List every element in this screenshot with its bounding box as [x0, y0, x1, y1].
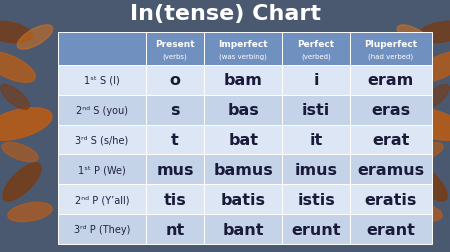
- Text: eras: eras: [371, 103, 410, 118]
- Text: istis: istis: [297, 192, 335, 207]
- Text: eram: eram: [368, 73, 414, 88]
- Polygon shape: [397, 26, 433, 50]
- Bar: [204, 184, 283, 214]
- Text: bant: bant: [222, 222, 264, 237]
- Bar: [146, 95, 204, 125]
- Bar: [350, 214, 432, 244]
- Text: 2ⁿᵈ P (Y’all): 2ⁿᵈ P (Y’all): [75, 195, 129, 204]
- Bar: [58, 95, 146, 125]
- Bar: [58, 155, 146, 184]
- Text: (verbs): (verbs): [162, 53, 187, 60]
- Text: bat: bat: [228, 133, 258, 147]
- Text: (was verbing): (was verbing): [219, 53, 267, 60]
- Text: bamus: bamus: [213, 162, 273, 177]
- Bar: [58, 184, 146, 214]
- Bar: [350, 184, 432, 214]
- Polygon shape: [398, 203, 442, 222]
- Text: 1ˢᵗ P (We): 1ˢᵗ P (We): [78, 165, 126, 175]
- Text: 3ʳᵈ S (s/he): 3ʳᵈ S (s/he): [75, 135, 129, 145]
- Bar: [283, 33, 350, 66]
- Text: tis: tis: [163, 192, 186, 207]
- Bar: [146, 214, 204, 244]
- Bar: [283, 66, 350, 95]
- Bar: [283, 155, 350, 184]
- Bar: [204, 95, 283, 125]
- Polygon shape: [398, 108, 450, 141]
- Text: erunt: erunt: [291, 222, 341, 237]
- Text: bam: bam: [224, 73, 262, 88]
- Bar: [204, 214, 283, 244]
- Text: imus: imus: [295, 162, 338, 177]
- Bar: [204, 33, 283, 66]
- Text: 2ⁿᵈ S (you): 2ⁿᵈ S (you): [76, 105, 128, 115]
- Text: 3ʳᵈ P (They): 3ʳᵈ P (They): [74, 224, 130, 234]
- Bar: [350, 95, 432, 125]
- Text: (verbed): (verbed): [301, 53, 331, 60]
- Polygon shape: [421, 85, 449, 110]
- Bar: [58, 66, 146, 95]
- Polygon shape: [407, 143, 443, 162]
- Polygon shape: [414, 52, 450, 83]
- Bar: [283, 125, 350, 155]
- Text: isti: isti: [302, 103, 330, 118]
- Text: Pluperfect: Pluperfect: [364, 40, 418, 49]
- Text: Imperfect: Imperfect: [218, 40, 268, 49]
- Bar: [204, 155, 283, 184]
- Text: Present: Present: [155, 40, 195, 49]
- Text: eramus: eramus: [357, 162, 424, 177]
- Text: t: t: [171, 133, 179, 147]
- Text: (had verbed): (had verbed): [368, 53, 414, 60]
- Text: s: s: [170, 103, 180, 118]
- Polygon shape: [409, 163, 447, 201]
- Bar: [350, 155, 432, 184]
- Text: Perfect: Perfect: [297, 40, 335, 49]
- Polygon shape: [17, 26, 53, 50]
- Polygon shape: [417, 22, 450, 44]
- Bar: [146, 33, 204, 66]
- Bar: [350, 125, 432, 155]
- Bar: [146, 125, 204, 155]
- Text: erant: erant: [366, 222, 415, 237]
- Bar: [283, 214, 350, 244]
- Text: i: i: [313, 73, 319, 88]
- Polygon shape: [0, 52, 36, 83]
- Text: nt: nt: [165, 222, 184, 237]
- Polygon shape: [1, 85, 29, 110]
- Bar: [146, 155, 204, 184]
- Text: o: o: [169, 73, 180, 88]
- Bar: [146, 184, 204, 214]
- Bar: [146, 66, 204, 95]
- Polygon shape: [0, 22, 33, 44]
- Bar: [350, 33, 432, 66]
- Text: it: it: [310, 133, 323, 147]
- Text: batis: batis: [220, 192, 266, 207]
- Bar: [283, 95, 350, 125]
- Text: 1ˢᵗ S (I): 1ˢᵗ S (I): [84, 76, 120, 85]
- Text: eratis: eratis: [364, 192, 417, 207]
- Bar: [204, 125, 283, 155]
- Polygon shape: [3, 163, 41, 201]
- Text: bas: bas: [227, 103, 259, 118]
- Bar: [58, 33, 146, 66]
- Bar: [204, 66, 283, 95]
- Polygon shape: [2, 143, 38, 162]
- Text: mus: mus: [156, 162, 194, 177]
- Bar: [350, 66, 432, 95]
- Polygon shape: [0, 108, 52, 141]
- Bar: [58, 214, 146, 244]
- Text: In(tense) Chart: In(tense) Chart: [130, 4, 320, 24]
- Text: erat: erat: [372, 133, 410, 147]
- Bar: [283, 184, 350, 214]
- Polygon shape: [8, 203, 52, 222]
- Bar: [58, 125, 146, 155]
